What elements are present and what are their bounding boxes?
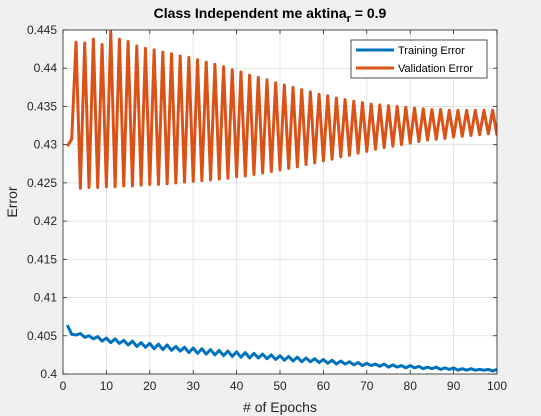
y-tick-labels: 0.4 0.405 0.41 0.415 0.42 0.425 0.43 0.435 0.44 0…	[27, 23, 57, 381]
chart-title-main: Class Independent me aktina	[154, 5, 347, 21]
chart-title: Class Independent me aktinar = 0.9	[154, 5, 387, 25]
y-tick-label: 0.415	[27, 252, 57, 266]
x-tick-label: 10	[100, 379, 114, 393]
legend-label-training: Training Error	[398, 45, 465, 57]
legend: Training Error Validation Error	[350, 39, 488, 79]
y-axis-label: Error	[4, 186, 20, 217]
series-lines	[65, 30, 497, 373]
chart-title-subscript: r	[347, 13, 352, 25]
x-tick-label: 100	[487, 379, 507, 393]
x-tick-label: 30	[187, 379, 201, 393]
y-tick-label: 0.44	[34, 61, 58, 75]
series-line-training-error	[65, 324, 497, 373]
legend-label-validation: Validation Error	[398, 63, 473, 75]
x-tick-label: 20	[143, 379, 157, 393]
y-tick-label: 0.405	[27, 329, 57, 343]
x-tick-label: 90	[447, 379, 461, 393]
y-tick-label: 0.445	[27, 23, 57, 37]
y-tick-label: 0.4	[40, 367, 57, 381]
x-tick-label: 60	[317, 379, 331, 393]
x-tick-labels: 0 10 20 30 40 50 60 70 80 90 100	[60, 379, 508, 393]
y-tick-label: 0.43	[34, 138, 58, 152]
series-line-validation-error	[66, 30, 497, 190]
y-tick-label: 0.42	[34, 214, 58, 228]
ticks	[62, 29, 498, 375]
x-tick-label: 50	[273, 379, 287, 393]
y-tick-label: 0.41	[34, 291, 58, 305]
chart-title-suffix: = 0.9	[351, 5, 387, 21]
x-tick-label: 80	[404, 379, 418, 393]
x-axis-label: # of Epochs	[243, 399, 317, 415]
legend-box	[350, 39, 488, 79]
y-tick-label: 0.425	[27, 176, 57, 190]
x-tick-label: 40	[230, 379, 244, 393]
x-tick-label: 0	[60, 379, 67, 393]
y-tick-label: 0.435	[27, 99, 57, 113]
x-tick-label: 70	[360, 379, 374, 393]
